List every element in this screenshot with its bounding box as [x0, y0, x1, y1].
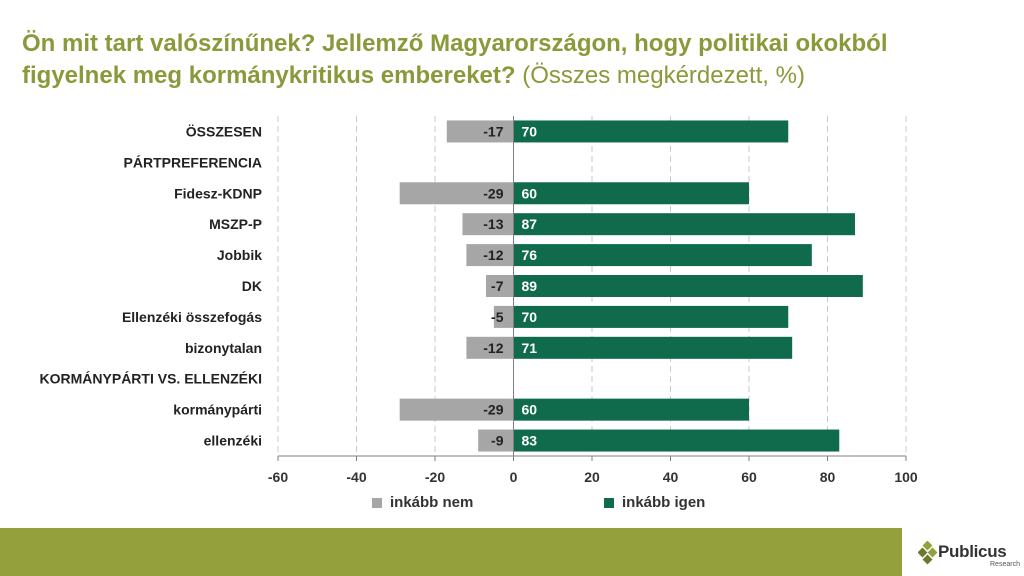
bar-neg: [399, 398, 514, 421]
bar-neg: [466, 244, 514, 267]
x-tick-label: 100: [894, 469, 918, 485]
bar-pos: [513, 213, 855, 236]
data-label-pos: 76: [522, 247, 538, 263]
bar-neg: [493, 305, 514, 328]
data-label-neg: -12: [483, 247, 503, 263]
bar-pos: [513, 336, 793, 359]
logo-sub: Research: [990, 561, 1020, 568]
data-label-pos: 70: [522, 123, 538, 139]
x-tick-label: 80: [820, 469, 836, 485]
legend-item-pos: inkább igen: [604, 494, 705, 511]
bar-pos: [513, 398, 749, 421]
data-label-neg: -9: [491, 433, 504, 449]
legend-item-neg: inkább nem: [372, 494, 473, 511]
bar-neg: [462, 213, 514, 236]
data-label-pos: 87: [522, 216, 538, 232]
title-subtitle: (Összes megkérdezett, %): [515, 62, 805, 89]
bar-pos: [513, 120, 789, 143]
data-label-neg: -5: [491, 309, 504, 325]
data-label-pos: 89: [522, 278, 538, 294]
data-label-pos: 60: [522, 402, 538, 418]
title-main: Ön mit tart valószínűnek? Jellemző Magya…: [22, 30, 888, 89]
category-label: ellenzéki: [204, 433, 262, 449]
bar-neg: [466, 336, 514, 359]
bar-pos: [513, 275, 863, 297]
data-label-neg: -29: [483, 402, 503, 418]
category-label: KORMÁNYPÁRTI VS. ELLENZÉKI: [40, 371, 262, 387]
category-label: MSZP-P: [209, 216, 262, 232]
data-label-pos: 83: [522, 433, 538, 449]
x-tick-label: 40: [663, 469, 679, 485]
logo-name: Publicus: [938, 542, 1007, 561]
footer-bar: [0, 528, 902, 576]
chart-legend: inkább nem inkább igen: [0, 494, 1024, 514]
data-label-neg: -7: [491, 278, 504, 294]
legend-label-pos: inkább igen: [622, 494, 706, 511]
category-label: kormánypárti: [173, 402, 262, 418]
data-label-pos: 71: [522, 340, 538, 356]
x-tick-label: 20: [584, 469, 600, 485]
data-label-pos: 60: [522, 185, 538, 201]
data-label-pos: 70: [522, 309, 538, 325]
bar-neg: [486, 275, 514, 297]
legend-swatch-neg: [372, 497, 382, 508]
x-tick-label: 60: [741, 469, 757, 485]
x-tick-label: -60: [268, 469, 288, 485]
bar-neg: [478, 429, 514, 452]
category-label: Jobbik: [217, 247, 262, 263]
bar-neg: [446, 120, 514, 143]
page-title: Ön mit tart valószínűnek? Jellemző Magya…: [22, 28, 982, 92]
category-label: DK: [242, 278, 262, 294]
diamond-logo-icon: [918, 541, 938, 565]
publicus-logo: Publicus Research: [918, 538, 1022, 570]
bar-pos: [513, 305, 789, 328]
x-tick-label: -40: [346, 469, 366, 485]
x-tick-label: -20: [425, 469, 445, 485]
category-label: PÁRTPREFERENCIA: [124, 154, 262, 170]
data-label-neg: -12: [483, 340, 503, 356]
data-label-neg: -17: [483, 123, 503, 139]
legend-swatch-pos: [604, 497, 614, 508]
category-label: ÖSSZESEN: [186, 123, 262, 139]
bar-pos: [513, 244, 812, 267]
legend-label-neg: inkább nem: [390, 494, 474, 511]
bar-pos: [513, 429, 840, 452]
bar-pos: [513, 182, 749, 205]
x-tick-label: 0: [510, 469, 518, 485]
category-label: Fidesz-KDNP: [174, 185, 262, 201]
category-label: Ellenzéki összefogás: [122, 309, 262, 325]
data-label-neg: -29: [483, 185, 503, 201]
data-label-neg: -13: [483, 216, 503, 232]
category-label: bizonytalan: [185, 340, 262, 356]
bar-neg: [399, 182, 514, 205]
